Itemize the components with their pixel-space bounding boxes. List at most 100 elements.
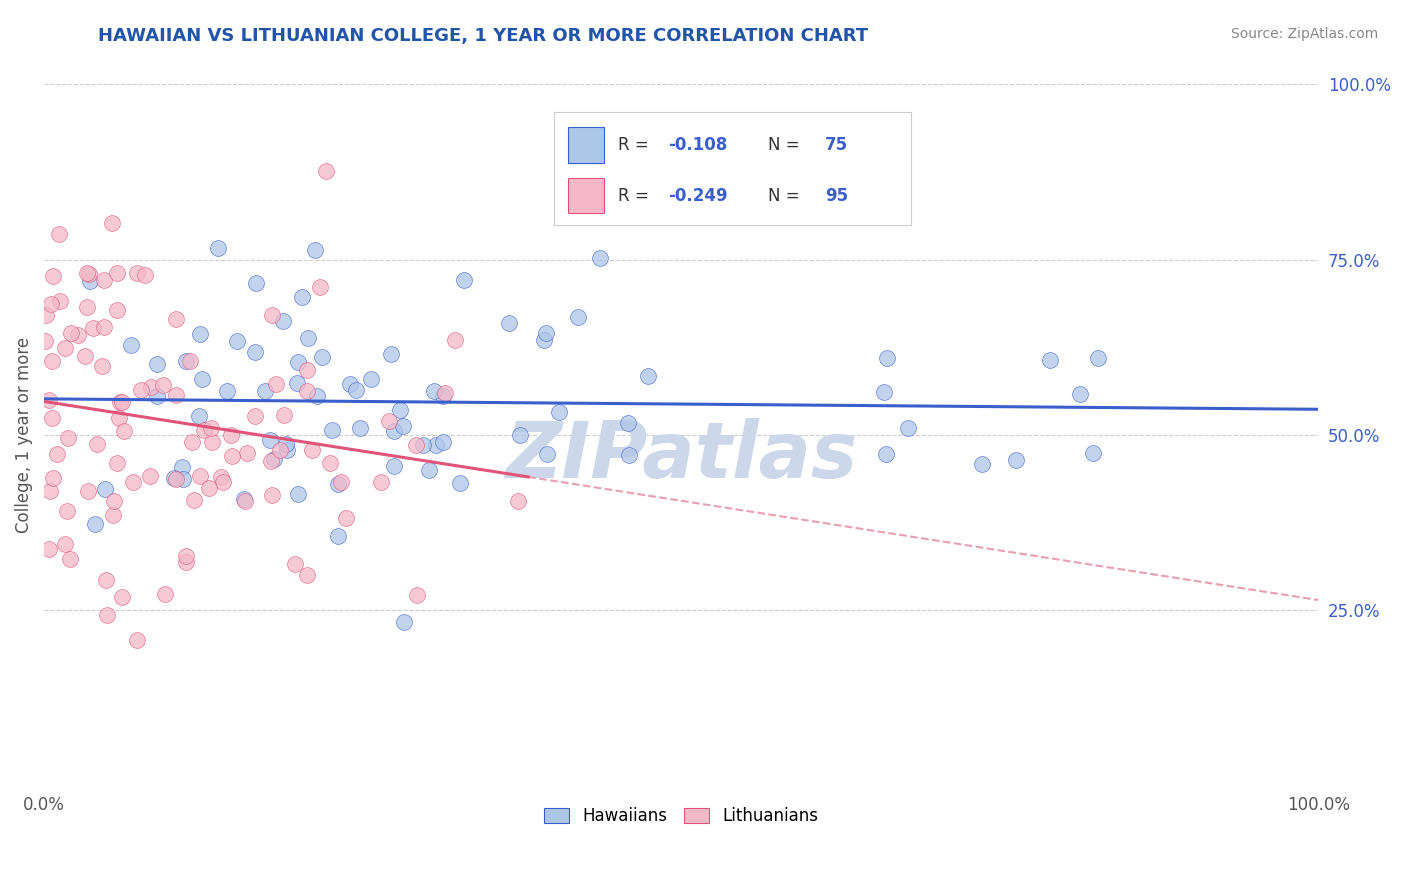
Point (193, 423, 215, 437)
Point (41, 354, 63, 368)
Point (269, 442, 291, 457)
Point (873, 385, 896, 400)
Point (308, 280, 330, 294)
Point (271, 314, 294, 328)
Point (188, 468, 211, 483)
Point (94, 573, 117, 587)
Point (42, 268, 65, 283)
Point (263, 452, 285, 467)
Point (433, 385, 456, 400)
Point (274, 437, 297, 451)
Point (93, 482, 115, 496)
Point (39, 297, 62, 311)
Point (162, 470, 184, 484)
Point (60, 326, 83, 340)
Point (264, 377, 287, 392)
Point (259, 434, 281, 448)
Point (326, 529, 349, 543)
Point (39, 483, 62, 498)
Point (77, 267, 100, 281)
Point (616, 416, 638, 430)
Point (41, 471, 63, 485)
Point (498, 316, 520, 330)
Point (1083, 446, 1105, 460)
Point (315, 164, 337, 178)
Point (311, 350, 333, 364)
Point (382, 459, 405, 474)
Point (108, 394, 131, 409)
Point (165, 311, 187, 326)
Point (547, 405, 569, 419)
Text: HAWAIIAN VS LITHUANIAN COLLEGE, 1 YEAR OR MORE CORRELATION CHART: HAWAIIAN VS LITHUANIAN COLLEGE, 1 YEAR O… (98, 27, 869, 45)
Point (1005, 452, 1028, 467)
Point (59, 552, 82, 566)
Point (176, 354, 198, 368)
Point (165, 472, 187, 486)
Point (207, 241, 229, 255)
Point (170, 459, 193, 474)
Point (617, 448, 640, 462)
Point (49, 293, 72, 308)
Point (155, 587, 177, 601)
Point (83, 517, 105, 532)
Point (41, 411, 63, 425)
Point (287, 487, 309, 501)
Point (152, 377, 174, 392)
Point (121, 338, 143, 352)
Point (101, 216, 124, 230)
Point (174, 549, 197, 563)
Point (187, 409, 209, 424)
Point (276, 443, 298, 458)
Point (245, 344, 267, 359)
Point (105, 456, 128, 470)
Point (93, 273, 115, 287)
Point (284, 557, 307, 571)
Point (188, 326, 211, 341)
Point (295, 384, 318, 398)
Point (449, 476, 471, 491)
Point (637, 368, 659, 383)
Point (259, 453, 281, 467)
Point (191, 371, 214, 385)
Point (107, 411, 129, 425)
Point (360, 372, 382, 386)
Point (287, 354, 309, 368)
Legend: Hawaiians, Lithuanians: Hawaiians, Lithuanians (536, 799, 827, 833)
Point (382, 425, 405, 439)
Point (423, 384, 446, 399)
Text: Source: ZipAtlas.com: Source: ZipAtlas.com (1230, 27, 1378, 41)
Point (139, 468, 162, 483)
Point (121, 475, 143, 490)
Point (217, 384, 239, 398)
Point (321, 424, 343, 438)
Point (146, 357, 169, 371)
Point (335, 511, 357, 525)
Point (221, 427, 243, 442)
Point (444, 333, 467, 347)
Point (305, 389, 328, 403)
Point (46, 447, 69, 461)
Point (56, 431, 79, 445)
Point (1039, 352, 1062, 367)
Point (103, 508, 125, 523)
Point (243, 409, 266, 423)
Point (533, 334, 555, 348)
Point (221, 450, 243, 464)
Point (198, 481, 221, 495)
Point (183, 493, 205, 508)
Y-axis label: College, 1 year or more: College, 1 year or more (15, 337, 32, 533)
Point (79, 274, 101, 288)
Point (297, 331, 319, 345)
Point (377, 413, 399, 427)
Point (66, 327, 89, 342)
Point (165, 388, 187, 402)
Point (181, 434, 204, 449)
Point (262, 488, 284, 502)
Point (174, 555, 197, 569)
Point (1087, 351, 1109, 365)
Point (254, 384, 277, 398)
Point (1069, 387, 1091, 401)
Point (226, 334, 249, 349)
Point (970, 457, 993, 471)
Point (236, 446, 259, 460)
